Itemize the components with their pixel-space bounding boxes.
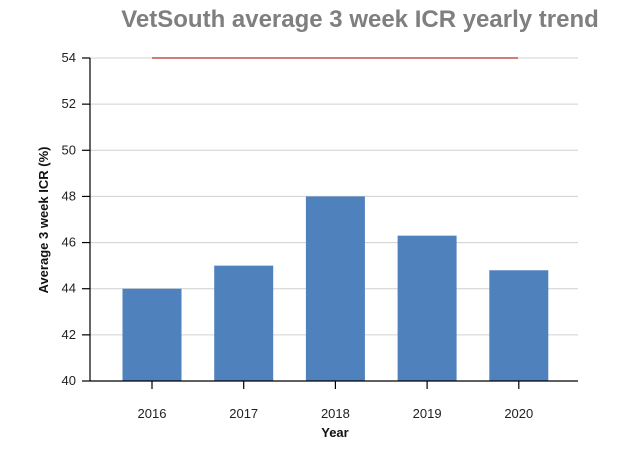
x-tick-labels: 2016 2017 2018 2019 2020 xyxy=(138,381,533,421)
bar-2017 xyxy=(214,265,274,381)
x-tick-label: 2019 xyxy=(413,406,442,421)
y-tick-label: 44 xyxy=(62,281,76,296)
bar-2020 xyxy=(489,270,549,381)
bar-2019 xyxy=(397,235,457,381)
y-tick-label: 42 xyxy=(62,327,76,342)
bars xyxy=(122,196,549,381)
y-tick-label: 48 xyxy=(62,188,76,203)
y-tick-labels: 40 42 44 46 48 50 52 54 xyxy=(62,50,90,388)
y-tick-label: 50 xyxy=(62,142,76,157)
chart-title: VetSouth average 3 week ICR yearly trend xyxy=(121,6,599,33)
y-tick-label: 40 xyxy=(62,373,76,388)
x-tick-label: 2020 xyxy=(504,406,533,421)
x-tick-label: 2016 xyxy=(138,406,167,421)
bar-2016 xyxy=(122,288,182,381)
y-tick-label: 46 xyxy=(62,235,76,250)
x-tick-label: 2017 xyxy=(229,406,258,421)
y-tick-label: 52 xyxy=(62,96,76,111)
x-axis-title: Year xyxy=(321,425,348,440)
x-tick-label: 2018 xyxy=(321,406,350,421)
y-tick-label: 54 xyxy=(62,50,76,65)
bar-2018 xyxy=(305,196,365,381)
y-axis-title: Average 3 week ICR (%) xyxy=(36,147,51,294)
